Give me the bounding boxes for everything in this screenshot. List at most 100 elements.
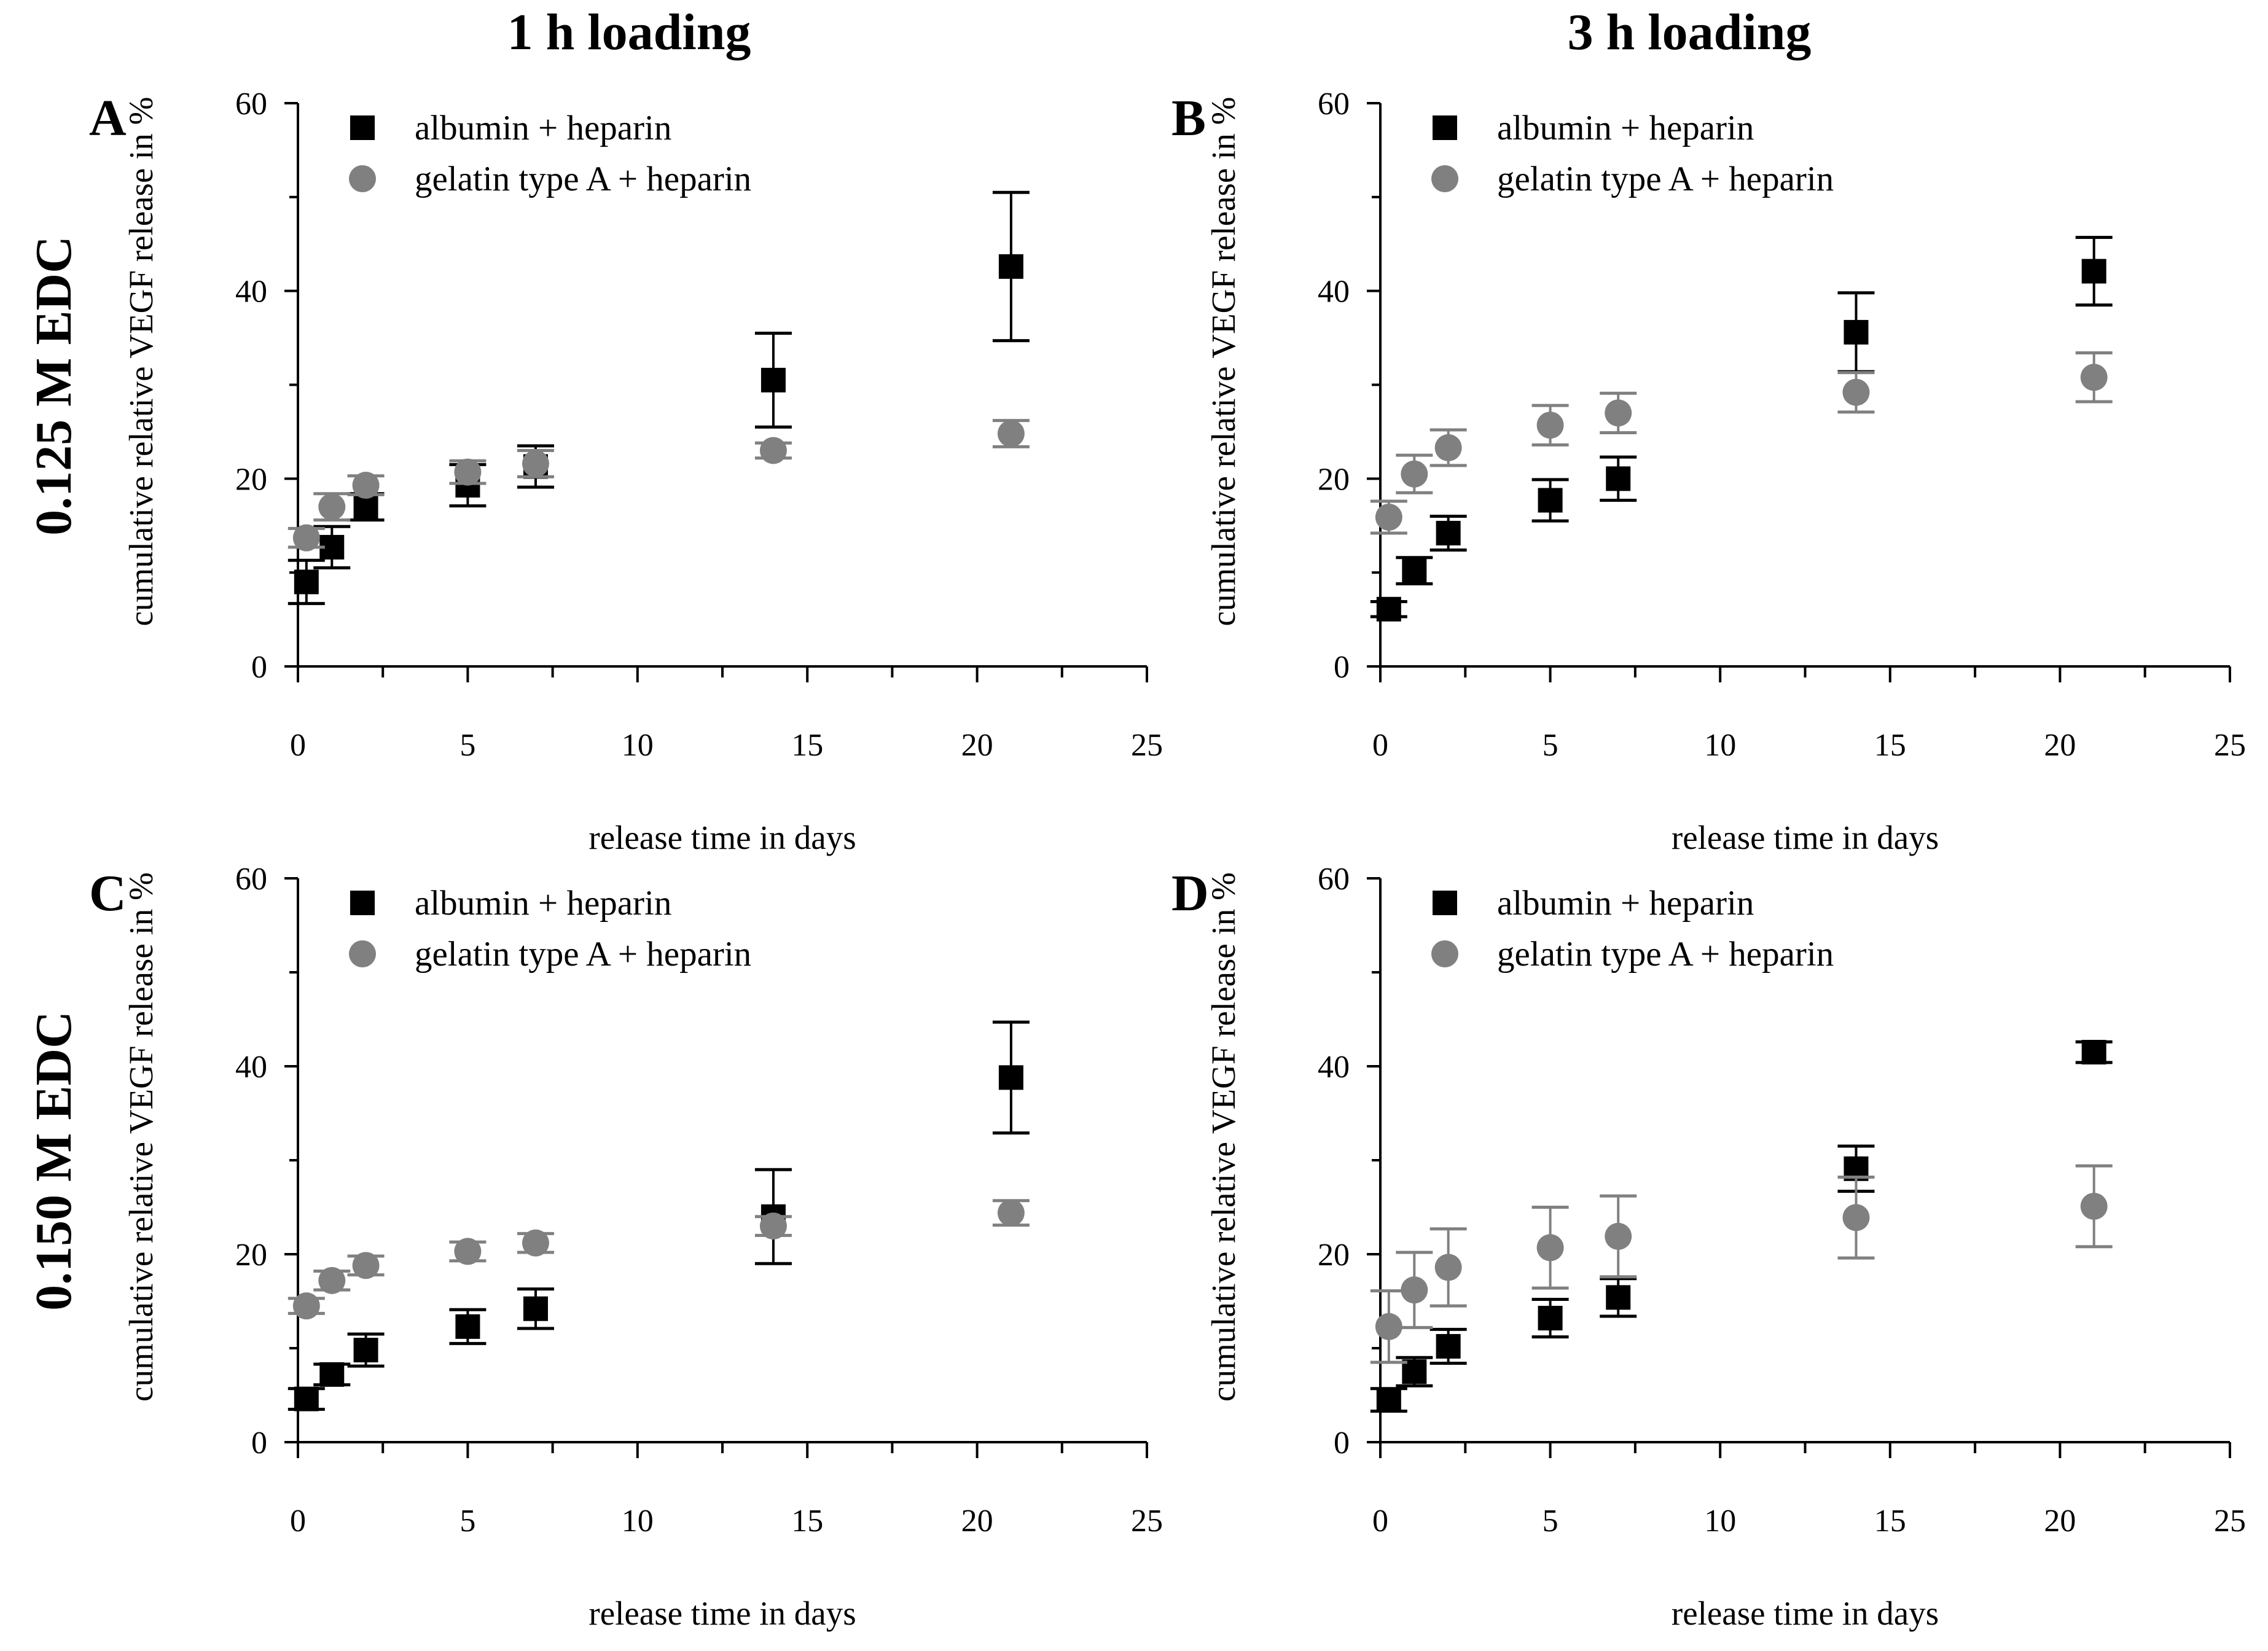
data-point-square	[1844, 319, 1869, 345]
data-point-square	[761, 367, 786, 392]
x-tick-label: 15	[1874, 728, 1906, 763]
legend-entry: albumin + heparin	[1497, 109, 1754, 147]
data-point-circle	[1375, 503, 1402, 531]
data-point-circle	[522, 1229, 549, 1257]
y-tick-label: 0	[1334, 1426, 1350, 1461]
legend-marker-square	[350, 115, 375, 140]
data-point-square	[1436, 1333, 1461, 1359]
data-point-square	[1376, 1388, 1401, 1413]
data-point-circle	[318, 1267, 346, 1294]
data-point-square	[998, 1065, 1023, 1090]
data-point-circle	[1842, 1204, 1870, 1231]
y-axis-label: cumulative relative VEGF release in %	[122, 872, 160, 1402]
series-albumin	[1370, 236, 2113, 622]
y-tick-label: 0	[251, 1426, 267, 1461]
data-point-circle	[1536, 412, 1564, 439]
legend-marker-circle	[349, 940, 376, 967]
x-tick-label: 5	[1543, 1504, 1558, 1539]
x-tick-label: 0	[1372, 728, 1388, 763]
y-tick-label: 0	[251, 650, 267, 685]
y-tick-label: 60	[235, 862, 267, 897]
column-header-3h: 3 h loading	[1568, 4, 1812, 61]
data-point-circle	[1434, 1254, 1462, 1281]
legend-marker-circle	[1431, 940, 1458, 967]
x-tick-label: 20	[2044, 1504, 2076, 1539]
data-point-circle	[454, 1238, 482, 1265]
data-point-circle	[997, 420, 1025, 447]
x-tick-label: 25	[1131, 728, 1163, 763]
series-gelatin	[287, 1199, 1030, 1320]
y-tick-label: 20	[1318, 1238, 1350, 1273]
series-gelatin	[1370, 1164, 2113, 1364]
data-point-circle	[352, 1252, 380, 1279]
legend-entry: gelatin type A + heparin	[1497, 935, 1834, 974]
y-tick-label: 20	[1318, 462, 1350, 497]
data-point-square	[998, 254, 1023, 279]
legend-marker-circle	[349, 165, 376, 192]
data-point-circle	[2080, 1192, 2108, 1220]
data-point-square	[1538, 1306, 1563, 1331]
x-tick-label: 10	[1704, 1504, 1736, 1539]
data-point-square	[523, 1296, 548, 1321]
series-gelatin	[287, 419, 1030, 552]
data-point-square	[353, 1338, 378, 1363]
x-axis-label: release time in days	[589, 1594, 856, 1632]
y-axis-label: cumulative relative VEGF release in %	[1205, 872, 1242, 1402]
y-tick-label: 60	[1318, 87, 1350, 122]
y-axis-label: cumulative relative VEGF release in %	[1205, 97, 1242, 626]
y-tick-label: 60	[1318, 862, 1350, 897]
data-point-square	[1538, 488, 1563, 513]
panel-d: 0 20 40 60 0 5 10 15 20 25 release time in days cum…	[1171, 862, 2246, 1632]
legend-entry: albumin + heparin	[1497, 884, 1754, 923]
data-point-circle	[1842, 378, 1870, 406]
y-tick-label: 40	[1318, 275, 1350, 310]
column-header-1h: 1 h loading	[507, 4, 751, 61]
data-point-square	[294, 569, 319, 595]
legend-entry: albumin + heparin	[415, 884, 671, 923]
x-tick-label: 25	[1131, 1504, 1163, 1539]
panel-c: 0 20 40 60 0 5 10 15 20 25 release time in days cum…	[89, 862, 1163, 1632]
legend-marker-square	[1433, 891, 1457, 915]
row-header-0150: 0.150 M EDC	[25, 1011, 82, 1311]
data-point-square	[294, 1386, 319, 1411]
data-point-square	[1436, 520, 1461, 545]
x-tick-label: 0	[1372, 1504, 1388, 1539]
data-point-circle	[352, 472, 380, 499]
data-point-circle	[2080, 364, 2108, 391]
x-tick-label: 20	[2044, 728, 2076, 763]
data-point-square	[1606, 1285, 1631, 1310]
x-tick-label: 5	[459, 1504, 475, 1539]
series-albumin	[287, 1020, 1030, 1411]
data-point-circle	[1536, 1234, 1564, 1262]
x-tick-label: 15	[1874, 1504, 1906, 1539]
row-header-0125: 0.125 M EDC	[25, 236, 82, 536]
y-tick-label: 40	[1318, 1050, 1350, 1085]
y-tick-label: 20	[235, 462, 267, 497]
y-tick-label: 40	[235, 275, 267, 310]
y-tick-label: 20	[235, 1238, 267, 1273]
y-tick-label: 0	[1334, 650, 1350, 685]
x-tick-label: 5	[459, 728, 475, 763]
x-tick-label: 10	[1704, 728, 1736, 763]
x-tick-label: 20	[961, 1504, 993, 1539]
panel-letter: B	[1171, 90, 1206, 147]
x-tick-label: 15	[791, 1504, 823, 1539]
y-axis-label: cumulative relative VEGF release in %	[122, 97, 160, 626]
data-point-square	[2081, 1040, 2106, 1065]
x-tick-label: 10	[622, 728, 654, 763]
legend-entry: albumin + heparin	[415, 109, 671, 147]
legend-entry: gelatin type A + heparin	[415, 160, 751, 198]
series-albumin	[287, 190, 1030, 606]
data-point-circle	[759, 437, 787, 464]
panel-letter: C	[89, 865, 127, 922]
data-point-circle	[292, 1292, 320, 1320]
panel-letter: D	[1171, 865, 1209, 922]
panel-b: 0 20 40 60 0 5 10 15 20 25 release time in days cum…	[1171, 87, 2246, 856]
data-point-circle	[1605, 399, 1632, 427]
x-axis-label: release time in days	[1672, 819, 1939, 856]
data-point-circle	[1401, 1276, 1428, 1304]
data-point-square	[319, 1362, 345, 1387]
panel-a: 0 20 40 60 0 5 10 15 20 25 release time in days cum…	[89, 87, 1163, 856]
panel-letter: A	[89, 90, 127, 147]
y-tick-label: 60	[235, 87, 267, 122]
